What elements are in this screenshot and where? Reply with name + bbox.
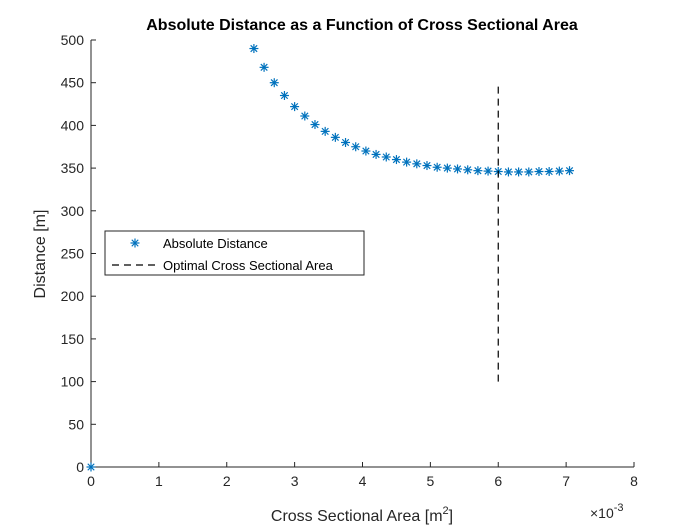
y-tick-label: 100 (61, 374, 85, 390)
x-axis-title: Cross Sectional Area [m2] (271, 505, 453, 525)
data-point-absolute-distance (463, 165, 473, 175)
data-point-absolute-distance (412, 159, 422, 169)
data-point-absolute-distance (351, 142, 361, 152)
legend-box (104, 230, 365, 276)
data-point-absolute-distance (249, 44, 259, 54)
data-point-absolute-distance (554, 166, 564, 176)
legend-asterisk (130, 238, 140, 248)
data-point-absolute-distance (432, 162, 442, 172)
data-point-absolute-distance (524, 167, 534, 177)
data-point-absolute-distance (453, 164, 463, 174)
data-point-absolute-distance (544, 167, 554, 177)
y-tick-label: 250 (61, 246, 85, 262)
y-tick-label: 400 (61, 117, 85, 133)
chart-title: Absolute Distance as a Function of Cross… (146, 17, 578, 34)
x-tick-label: 5 (426, 473, 434, 489)
data-point-absolute-distance (371, 149, 381, 159)
axes: 0 1 2 3 4 5 6 7 8 0 50 100 150 200 250 300 350 400 450 500 (61, 32, 638, 489)
x-axis-exponent-power: -3 (614, 502, 624, 514)
data-point-absolute-distance (330, 132, 340, 142)
data-point-absolute-distance (300, 111, 310, 121)
x-tick-label: 3 (291, 473, 299, 489)
data-point-absolute-distance (269, 78, 279, 88)
data-point-absolute-distance (320, 126, 330, 136)
x-axis-exponent: ×10-3 (590, 502, 624, 521)
data-point-absolute-distance (290, 102, 300, 112)
x-tick-label: 6 (494, 473, 502, 489)
data-point-absolute-distance (361, 146, 371, 156)
data-point-absolute-distance (402, 157, 412, 167)
legend-asterisk-marker (130, 238, 140, 248)
x-axis-title-superscript: 2 (443, 505, 449, 517)
y-tick-label: 0 (76, 459, 84, 475)
y-axis-title: Distance [m] (32, 210, 49, 299)
data-point-absolute-distance (381, 152, 391, 162)
data-point-absolute-distance (514, 167, 524, 177)
x-tick-label: 1 (155, 473, 163, 489)
data-point-absolute-distance (534, 167, 544, 177)
data-point-absolute-distance (565, 166, 575, 176)
data-point-absolute-distance (473, 166, 483, 176)
y-tick-label: 150 (61, 331, 85, 347)
x-tick-label: 7 (562, 473, 570, 489)
data-point-absolute-distance (422, 161, 432, 171)
data-point-absolute-distance (391, 155, 401, 165)
data-point-absolute-distance (279, 91, 289, 101)
legend-label-absolute-distance: Absolute Distance (163, 236, 268, 251)
data-point-absolute-distance (503, 167, 513, 177)
x-tick-label: 4 (359, 473, 367, 489)
x-tick-label: 0 (87, 473, 95, 489)
x-axis-title-suffix: ] (449, 508, 453, 525)
plot-area (86, 44, 575, 472)
x-tick-label: 8 (630, 473, 638, 489)
y-tick-label: 450 (61, 75, 85, 91)
legend: Absolute Distance Optimal Cross Sectiona… (104, 230, 365, 276)
x-axis-exponent-base: ×10 (590, 505, 614, 521)
data-point-absolute-distance (483, 166, 493, 176)
x-axis-title-text: Cross Sectional Area [m (271, 508, 443, 525)
data-point-absolute-distance (442, 163, 452, 173)
y-tick-label: 500 (61, 32, 85, 48)
x-tick-label: 2 (223, 473, 231, 489)
data-point-absolute-distance (86, 462, 96, 472)
y-tick-label: 200 (61, 288, 85, 304)
y-tick-label: 50 (68, 416, 84, 432)
y-tick-label: 300 (61, 203, 85, 219)
data-point-absolute-distance (310, 120, 320, 130)
data-point-absolute-distance (259, 62, 269, 72)
data-point-absolute-distance (341, 137, 351, 147)
legend-label-optimal-area: Optimal Cross Sectional Area (163, 258, 334, 273)
y-tick-label: 350 (61, 160, 85, 176)
